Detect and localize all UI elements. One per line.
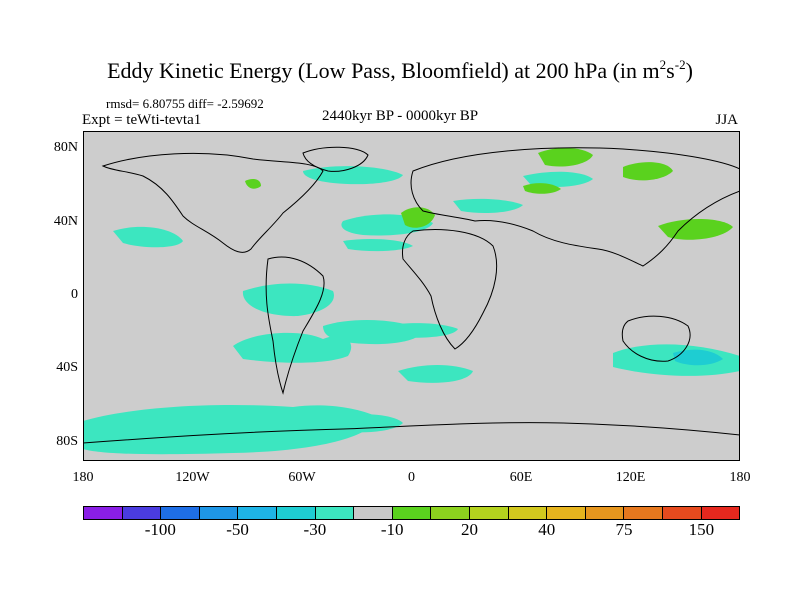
colorbar-swatch bbox=[431, 507, 470, 519]
x-tick-label: 60E bbox=[509, 470, 533, 485]
y-tick-label: 40N bbox=[53, 213, 78, 229]
strong-negative-anomaly bbox=[673, 349, 723, 366]
season-label: JJA bbox=[715, 112, 738, 128]
experiment-label: Expt = teWti-tevta1 bbox=[82, 112, 202, 128]
stats-line: rmsd= 6.80755 diff= -2.59692 bbox=[106, 96, 264, 111]
chart-title: Eddy Kinetic Energy (Low Pass, Bloomfiel… bbox=[107, 57, 693, 83]
south-america-west-patch bbox=[242, 283, 334, 317]
x-tick-label: 0 bbox=[408, 470, 415, 485]
east-australia-core bbox=[673, 349, 723, 366]
northern-russia-patch bbox=[538, 147, 593, 167]
north-pacific-patch bbox=[113, 226, 183, 248]
coast-north-america bbox=[101, 152, 324, 253]
anomaly-layer bbox=[83, 147, 740, 455]
colorbar-swatch bbox=[547, 507, 586, 519]
indian-ocean-patch bbox=[383, 323, 458, 338]
colorbar-label: 40 bbox=[538, 520, 556, 539]
negative-anomalies bbox=[83, 166, 740, 455]
x-tick-label: 120E bbox=[615, 470, 646, 485]
colorbar-label: 20 bbox=[460, 520, 478, 539]
y-tick-label: 80S bbox=[56, 433, 78, 449]
north-pacific-japan-patch bbox=[658, 218, 733, 240]
colorbar-swatch bbox=[701, 507, 740, 519]
colorbar-label: -100 bbox=[144, 520, 176, 539]
coast-greenland bbox=[302, 146, 369, 172]
colorbar-label: 150 bbox=[688, 520, 715, 539]
y-tick-label: 40S bbox=[56, 360, 78, 376]
southern-ocean-band bbox=[83, 404, 375, 455]
southern-indian-patch bbox=[398, 365, 473, 383]
eurasia-band bbox=[523, 183, 561, 194]
coast-eurasia bbox=[410, 147, 740, 267]
colorbar-swatch bbox=[84, 507, 123, 519]
colorbar-swatch bbox=[585, 507, 625, 519]
colorbar-label: -30 bbox=[303, 520, 327, 539]
siberia-patch bbox=[623, 162, 673, 181]
colorbar-swatch bbox=[354, 507, 393, 519]
colorbar-swatch bbox=[392, 507, 432, 519]
colorbar-swatch bbox=[508, 507, 548, 519]
y-tick-label: 0 bbox=[71, 287, 78, 302]
colorbar-swatch bbox=[199, 507, 239, 519]
x-tick-label: 60W bbox=[288, 470, 316, 485]
coast-south-america bbox=[265, 256, 325, 395]
colorbar bbox=[83, 506, 740, 520]
x-tick-label: 120W bbox=[175, 470, 210, 485]
colorbar-swatch bbox=[662, 507, 702, 519]
colorbar-swatch bbox=[276, 507, 316, 519]
colorbar-swatch bbox=[624, 507, 663, 519]
map-frame bbox=[83, 131, 740, 461]
central-asia-patch bbox=[453, 198, 523, 213]
south-pacific-patch bbox=[233, 332, 352, 363]
colorbar-swatch bbox=[315, 507, 355, 519]
colorbar-swatch bbox=[161, 507, 200, 519]
world-map bbox=[83, 131, 740, 461]
y-tick-label: 80N bbox=[53, 140, 78, 156]
colorbar-label: -50 bbox=[226, 520, 249, 539]
colorbar-swatch bbox=[469, 507, 509, 519]
period-label: 2440kyr BP - 0000kyr BP bbox=[322, 108, 479, 124]
colorbar-swatch bbox=[238, 507, 277, 519]
colorbar-label: 75 bbox=[615, 520, 633, 539]
x-tick-label: 180 bbox=[729, 470, 751, 485]
x-tick-label: 180 bbox=[72, 470, 94, 485]
hudson-bay-patch bbox=[245, 178, 261, 189]
coastlines bbox=[83, 146, 740, 444]
coast-australia bbox=[621, 315, 691, 362]
mid-atlantic-patch bbox=[343, 238, 413, 252]
colorbar-label: -10 bbox=[380, 520, 404, 539]
colorbar-swatch bbox=[122, 507, 162, 519]
coast-antarctica bbox=[83, 422, 740, 444]
coast-africa bbox=[402, 229, 498, 350]
